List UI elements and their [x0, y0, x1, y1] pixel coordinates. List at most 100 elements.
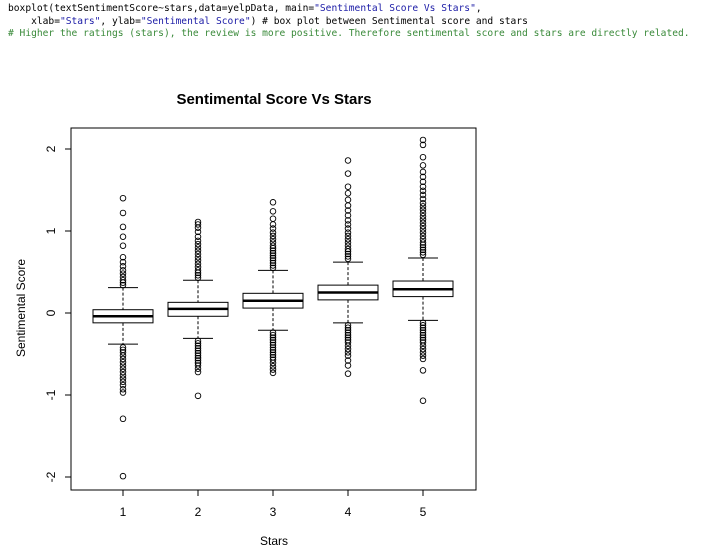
outlier-point [194, 240, 202, 248]
chart-title: Sentimental Score Vs Stars [176, 91, 371, 108]
outlier-point [344, 196, 352, 204]
outlier-point [344, 250, 352, 258]
code-line-2-c: , ylab= [100, 15, 141, 27]
outlier-point [194, 257, 202, 264]
outlier-point [419, 367, 427, 374]
code-block: boxplot(textSentimentScore~stars,data=ye… [8, 3, 690, 41]
outlier-point [269, 336, 277, 344]
outlier-point [269, 366, 277, 373]
outlier-point [344, 190, 352, 197]
outlier-point [419, 324, 427, 332]
outlier-point [269, 235, 277, 243]
outlier-point [269, 341, 277, 349]
outlier-point [119, 352, 127, 359]
outlier-point [344, 349, 352, 356]
outlier-point [419, 355, 427, 363]
outlier-point [419, 319, 427, 327]
outlier-point [419, 195, 427, 203]
outlier-point [419, 334, 427, 341]
outlier-point [269, 339, 277, 346]
outlier-point [119, 378, 127, 386]
outlier-point [344, 352, 352, 359]
y-tick-label: 2 [44, 145, 58, 152]
outlier-point [419, 226, 427, 233]
outlier-point [419, 219, 427, 227]
outlier-point [269, 244, 277, 252]
outlier-point [119, 472, 127, 480]
outlier-point [419, 322, 427, 329]
outlier-point [419, 212, 427, 220]
outlier-point [119, 386, 127, 393]
x-tick-label: 2 [195, 505, 202, 519]
x-tick-label: 3 [270, 505, 277, 519]
outlier-point [344, 245, 352, 253]
y-tick-label: 0 [44, 309, 58, 316]
outlier-point [344, 202, 352, 209]
outlier-point [119, 253, 127, 261]
outlier-point [419, 199, 427, 207]
outlier-point [419, 162, 427, 169]
outlier-point [119, 375, 127, 382]
outlier-point [194, 345, 202, 352]
outlier-point [419, 222, 427, 230]
y-axis-label: Sentimental Score [14, 259, 28, 357]
outlier-point [269, 334, 277, 341]
outlier-point [269, 229, 277, 236]
outlier-point [119, 362, 127, 369]
outlier-point [269, 331, 277, 339]
outlier-point [119, 368, 127, 376]
outlier-point [194, 274, 202, 281]
outlier-point [119, 279, 127, 286]
outlier-point [119, 281, 127, 289]
outlier-point [344, 248, 352, 255]
outlier-point [194, 233, 202, 240]
y-axis: -2 -1 0 1 2 [44, 145, 72, 482]
outlier-point [119, 263, 127, 270]
box-stars-1 [92, 194, 154, 480]
outlier-point [419, 187, 427, 195]
outlier-point [419, 241, 427, 249]
outlier-point [419, 342, 427, 350]
box-stars-3 [242, 199, 304, 377]
outlier-point [119, 267, 127, 274]
outlier-point [344, 157, 352, 164]
outlier-point [269, 247, 277, 254]
outlier-point [119, 258, 127, 266]
outlier-point [269, 356, 277, 363]
box-stars-4 [317, 157, 379, 377]
outlier-point [119, 276, 127, 284]
outlier-point [419, 229, 427, 236]
x-axis-label: Stars [260, 534, 288, 548]
outlier-point [344, 326, 352, 334]
outlier-point [344, 235, 352, 243]
outlier-point [194, 221, 202, 228]
outlier-point [269, 242, 277, 250]
outlier-point [419, 397, 427, 404]
x-axis: 1 2 3 4 5 [120, 489, 427, 519]
outlier-point [419, 178, 427, 186]
outlier-point [194, 267, 202, 274]
outlier-point [194, 337, 202, 345]
outlier-point [194, 272, 202, 279]
outlier-point [419, 339, 427, 346]
outlier-point [194, 269, 202, 277]
outlier-point [194, 347, 202, 354]
outlier-point [119, 349, 127, 356]
outlier-point [269, 259, 277, 267]
outlier-point [344, 212, 352, 219]
outlier-point [344, 362, 352, 369]
outlier-point [269, 349, 277, 356]
x-tick-label: 5 [420, 505, 427, 519]
outlier-point [119, 233, 127, 240]
outlier-point [419, 216, 427, 223]
outlier-point [419, 183, 427, 190]
outlier-point [269, 221, 277, 228]
outlier-point [344, 370, 352, 377]
y-tick-label: -2 [44, 471, 58, 482]
code-line-2-ylab: "Sentimental Score" [140, 15, 251, 27]
outlier-point [419, 251, 427, 259]
outlier-point [119, 209, 127, 217]
outlier-point [119, 381, 127, 389]
outlier-point [344, 183, 352, 190]
